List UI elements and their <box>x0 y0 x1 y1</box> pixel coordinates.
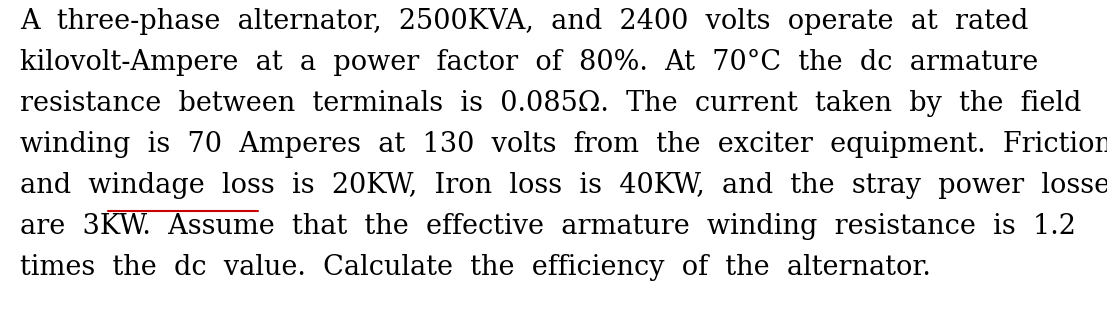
Text: winding  is  70  Amperes  at  130  volts  from  the  exciter  equipment.  Fricti: winding is 70 Amperes at 130 volts from … <box>20 131 1107 158</box>
Text: kilovolt-Ampere  at  a  power  factor  of  80%.  At  70°C  the  dc  armature: kilovolt-Ampere at a power factor of 80%… <box>20 49 1038 76</box>
Text: A  three-phase  alternator,  2500KVA,  and  2400  volts  operate  at  rated: A three-phase alternator, 2500KVA, and 2… <box>20 8 1028 35</box>
Text: resistance  between  terminals  is  0.085Ω.  The  current  taken  by  the  field: resistance between terminals is 0.085Ω. … <box>20 90 1082 117</box>
Text: are  3KW.  Assume  that  the  effective  armature  winding  resistance  is  1.2: are 3KW. Assume that the effective armat… <box>20 213 1076 240</box>
Text: times  the  dc  value.  Calculate  the  efficiency  of  the  alternator.: times the dc value. Calculate the effici… <box>20 254 931 281</box>
Text: and  windage  loss  is  20KW,  Iron  loss  is  40KW,  and  the  stray  power  lo: and windage loss is 20KW, Iron loss is 4… <box>20 172 1107 199</box>
